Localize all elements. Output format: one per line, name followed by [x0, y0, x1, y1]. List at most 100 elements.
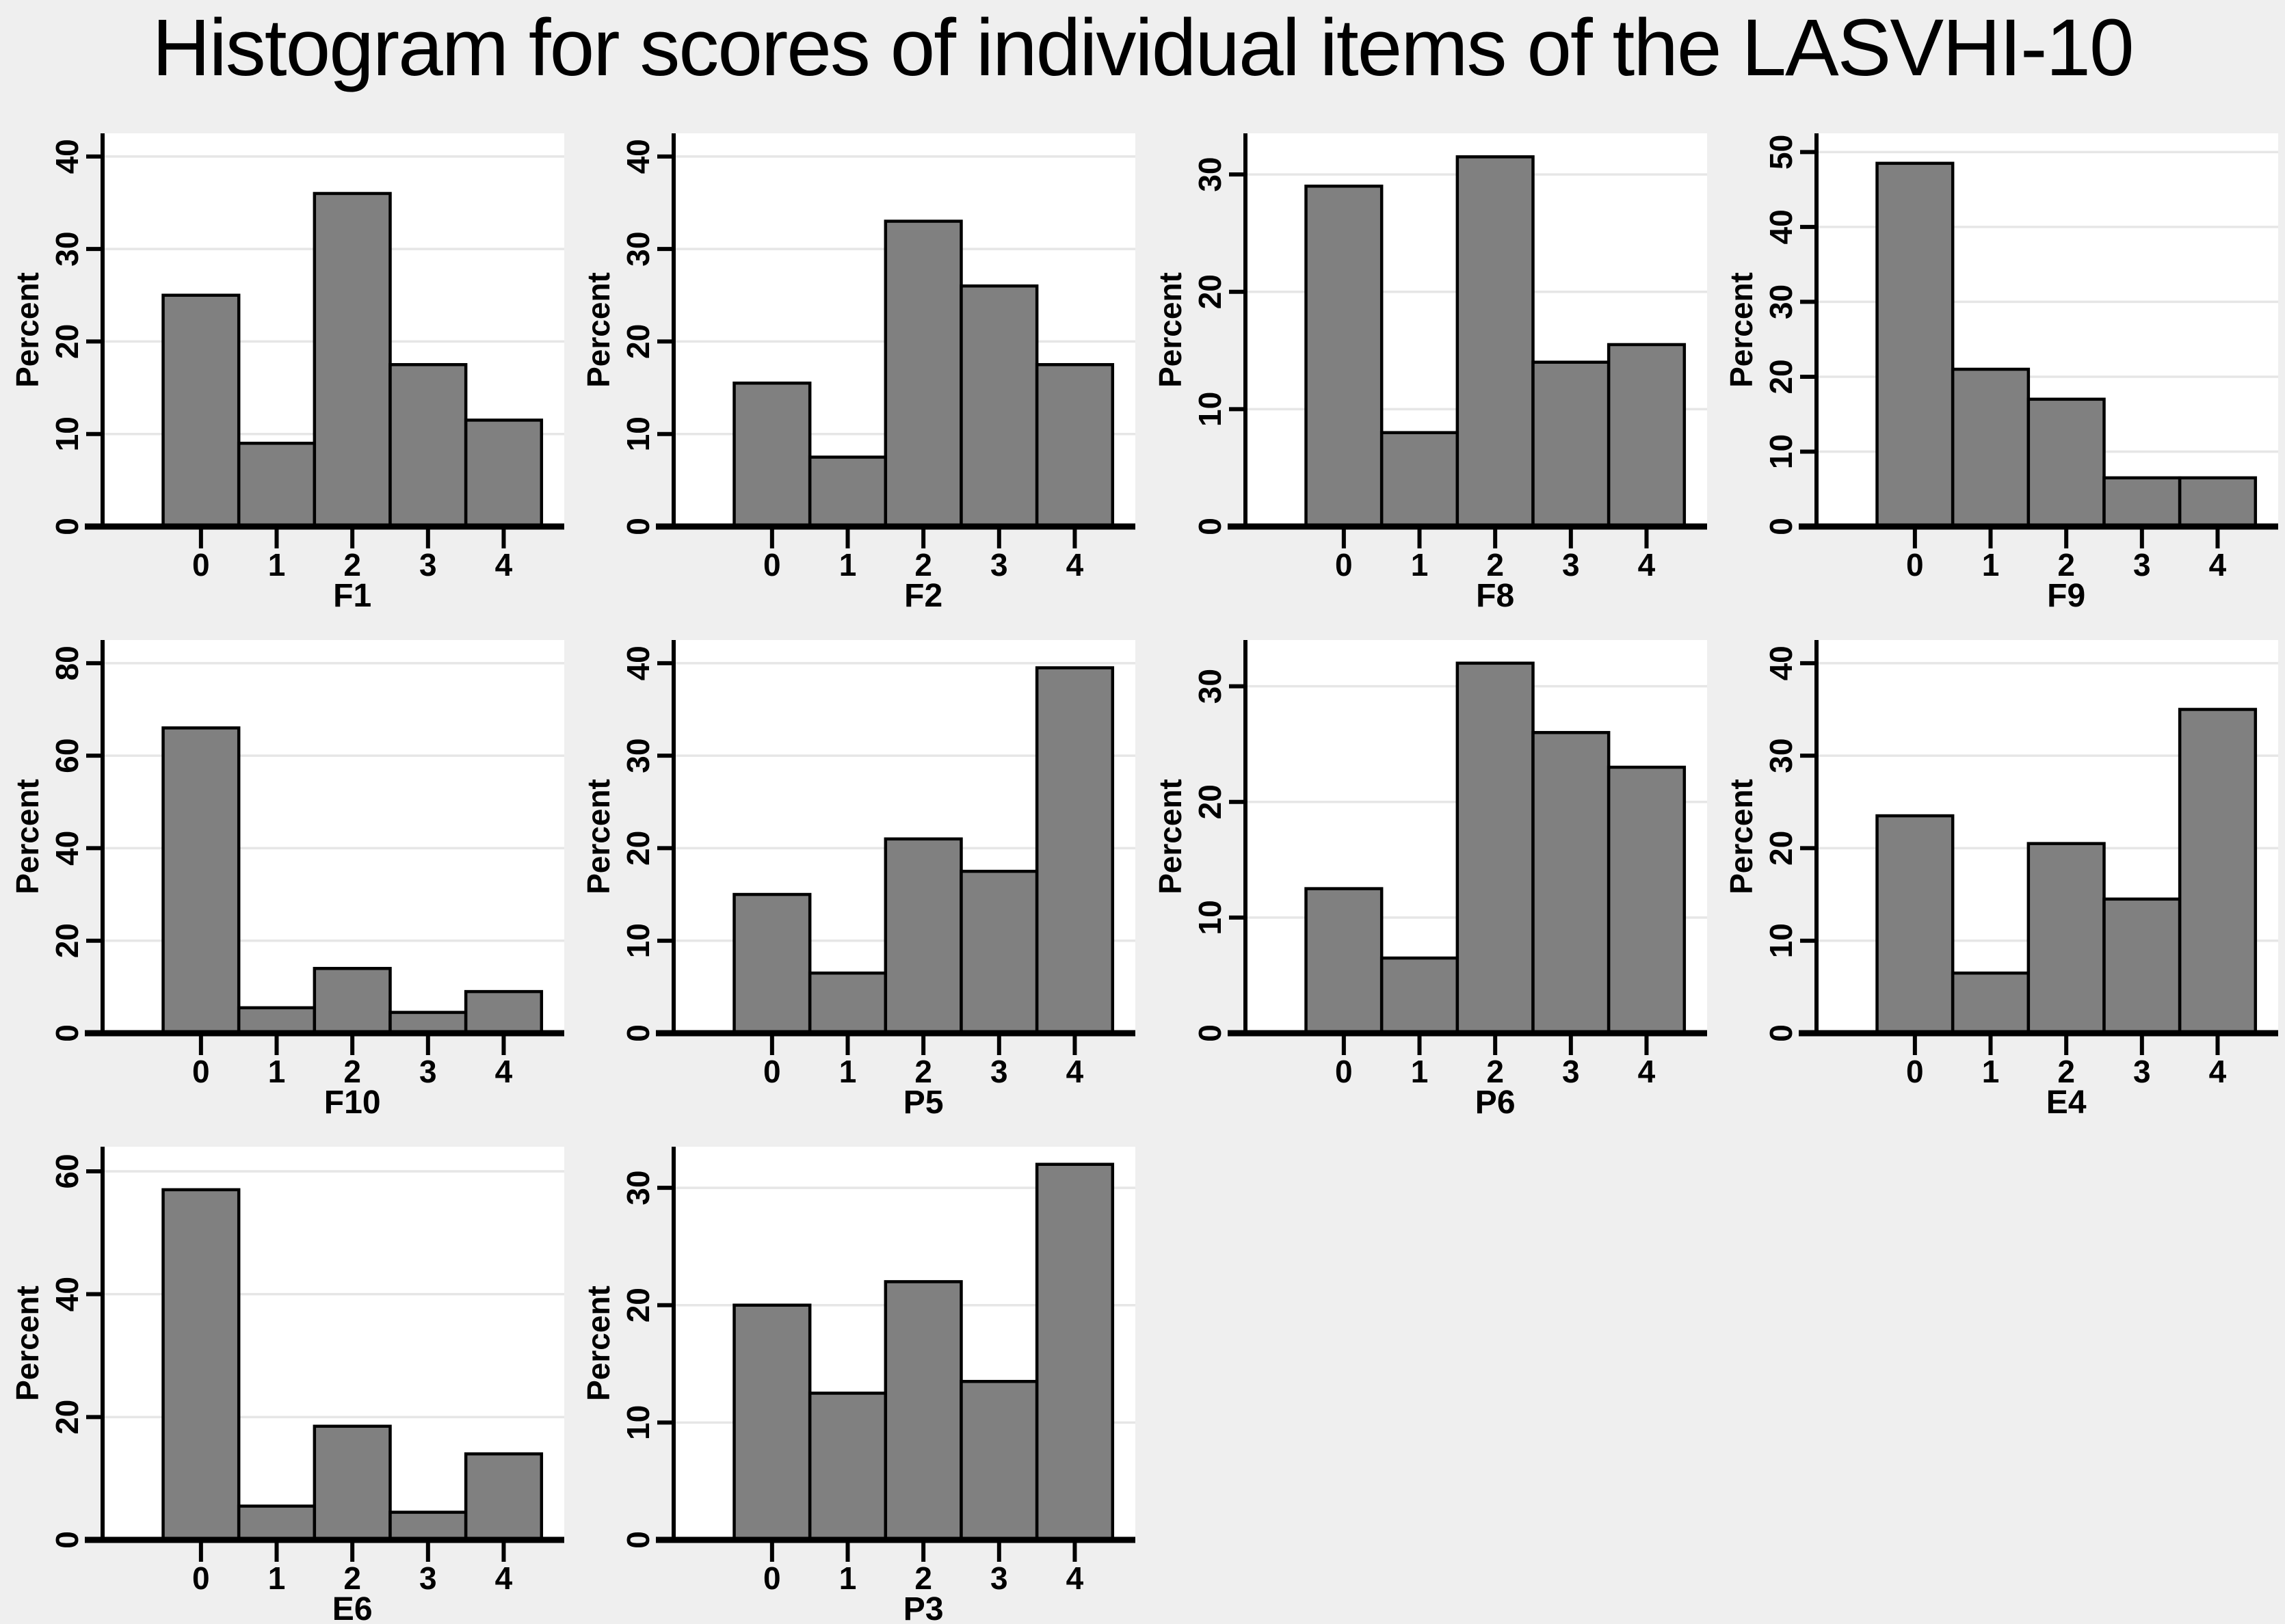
x-tick-label: 1: [1411, 1054, 1429, 1089]
histogram-bar: [464, 418, 544, 529]
y-tick-label: 0: [1763, 1024, 1799, 1042]
x-tick-label: 3: [419, 547, 437, 583]
x-tick-label: 1: [839, 1560, 857, 1596]
x-tick-label: 3: [990, 1560, 1008, 1596]
histogram-bar: [1455, 661, 1535, 1035]
histogram-bar: [1531, 360, 1611, 529]
histogram-bar: [1379, 956, 1460, 1035]
histogram-bar: [313, 191, 392, 529]
histogram-bar: [884, 837, 963, 1035]
y-tick-label: 40: [49, 1277, 85, 1312]
x-tick-label: 3: [1562, 1054, 1580, 1089]
y-tick-label: 0: [620, 518, 656, 535]
y-axis-title: Percent: [581, 1286, 616, 1401]
x-tick-label: 1: [1982, 547, 2000, 583]
x-axis-title: F1: [333, 578, 371, 609]
x-axis-title: P3: [903, 1591, 944, 1623]
x-tick-label: 4: [495, 1560, 513, 1596]
y-tick-label: 40: [620, 645, 656, 680]
y-tick-label: 20: [1763, 359, 1799, 394]
x-tick-label: 3: [419, 1054, 437, 1089]
y-axis-title: Percent: [1152, 272, 1188, 388]
histogram-bar: [237, 1504, 317, 1542]
y-tick-label: 30: [1192, 157, 1228, 191]
histogram-bar: [732, 1303, 812, 1542]
histogram-bar: [1455, 155, 1535, 529]
histogram-bar: [464, 989, 544, 1035]
histogram-bar: [388, 1011, 468, 1035]
x-tick-label: 2: [343, 1054, 361, 1089]
y-axis-title: Percent: [1152, 779, 1188, 894]
subplot-e6: 0 20 40 60 0 1 2 3 4 Percent E6: [10, 1147, 564, 1623]
x-tick-label: 0: [763, 1054, 781, 1089]
x-tick-label: 3: [1562, 547, 1580, 583]
y-tick-label: 40: [1763, 209, 1799, 244]
histogram-bar: [237, 1006, 317, 1035]
histogram-bar: [732, 382, 812, 529]
x-tick-label: 0: [192, 1560, 210, 1596]
histogram-bar: [161, 726, 241, 1035]
histogram-bar: [960, 284, 1039, 529]
y-tick-label: 10: [620, 1405, 656, 1440]
x-axis-title: F10: [324, 1084, 381, 1116]
y-tick-label: 60: [49, 1154, 85, 1188]
y-axis-title: Percent: [10, 779, 45, 894]
y-tick-label: 10: [1763, 434, 1799, 469]
y-tick-label: 20: [49, 1400, 85, 1435]
histogram-bar: [388, 1510, 468, 1542]
y-tick-label: 40: [1763, 645, 1799, 680]
x-tick-label: 3: [2133, 547, 2151, 583]
x-tick-label: 2: [343, 1560, 361, 1596]
x-tick-label: 1: [839, 1054, 857, 1089]
y-tick-label: 30: [620, 738, 656, 773]
histogram-bar: [1035, 362, 1115, 529]
histogram-bar: [1304, 184, 1384, 529]
y-tick-label: 30: [1763, 738, 1799, 773]
histogram-bar: [2026, 397, 2106, 529]
y-tick-label: 20: [1192, 784, 1228, 819]
y-tick-label: 30: [1763, 284, 1799, 319]
x-tick-label: 4: [1066, 1560, 1084, 1596]
y-axis-title: Percent: [10, 1286, 45, 1401]
y-tick-label: 60: [49, 738, 85, 773]
x-tick-label: 0: [1906, 547, 1924, 583]
y-tick-label: 10: [620, 923, 656, 958]
x-tick-label: 2: [2057, 547, 2075, 583]
histogram-bar: [464, 1452, 544, 1542]
x-axis-title: E6: [332, 1591, 373, 1623]
x-tick-label: 3: [990, 1054, 1008, 1089]
y-axis-title: Percent: [1723, 272, 1759, 388]
x-tick-label: 2: [1486, 1054, 1504, 1089]
x-tick-label: 2: [914, 1054, 932, 1089]
x-tick-label: 4: [1066, 547, 1084, 583]
x-tick-label: 4: [2209, 547, 2227, 583]
x-tick-label: 1: [268, 1560, 286, 1596]
y-tick-label: 0: [1763, 518, 1799, 535]
x-tick-label: 1: [1411, 547, 1429, 583]
histogram-bar: [960, 869, 1039, 1035]
histogram-bar: [1607, 343, 1687, 529]
x-tick-label: 4: [1638, 1054, 1656, 1089]
subplot-f2: 0 10 20 30 40 0 1 2 3 4 Percent F2: [581, 133, 1135, 609]
x-axis-title: E4: [2046, 1084, 2087, 1116]
x-tick-label: 4: [1638, 547, 1656, 583]
y-tick-label: 10: [1192, 900, 1228, 935]
y-tick-label: 20: [1192, 274, 1228, 309]
y-axis-title: Percent: [1723, 779, 1759, 894]
y-tick-label: 0: [1192, 518, 1228, 535]
y-tick-label: 20: [620, 1288, 656, 1322]
x-tick-label: 3: [2133, 1054, 2151, 1089]
x-tick-label: 1: [268, 547, 286, 583]
y-tick-label: 40: [49, 139, 85, 174]
x-tick-label: 4: [495, 1054, 513, 1089]
figure-title: Histogram for scores of individual items…: [152, 3, 2134, 93]
y-axis-title: Percent: [10, 272, 45, 388]
y-tick-label: 0: [49, 1024, 85, 1042]
x-tick-label: 3: [990, 547, 1008, 583]
histogram-bar: [1875, 161, 1955, 529]
x-tick-label: 3: [419, 1560, 437, 1596]
histogram-bar: [2178, 708, 2258, 1035]
y-tick-label: 30: [620, 1170, 656, 1205]
x-tick-label: 2: [914, 1560, 932, 1596]
